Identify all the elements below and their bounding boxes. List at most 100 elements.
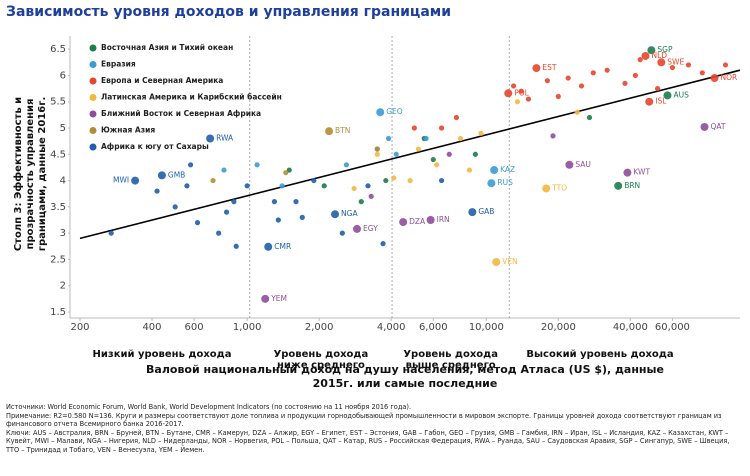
point xyxy=(244,183,250,189)
point xyxy=(279,183,285,189)
point-label: GEO xyxy=(386,107,403,116)
x-axis-label: Валовой национальный доход на душу насел… xyxy=(146,363,664,376)
point-label: GMB xyxy=(168,170,185,179)
point xyxy=(654,85,661,92)
y-tick-label: 3 xyxy=(60,228,66,239)
point xyxy=(669,64,676,71)
point xyxy=(271,199,278,205)
point xyxy=(510,83,517,89)
income-group-label: Высокий уровень дохода xyxy=(526,349,673,360)
point xyxy=(472,151,478,157)
point xyxy=(647,46,656,55)
point xyxy=(275,217,281,223)
point xyxy=(550,133,556,139)
point xyxy=(722,62,729,68)
point xyxy=(457,135,464,142)
point-label: VEN xyxy=(502,257,517,266)
legend-label: Африка к югу от Сахары xyxy=(101,142,209,151)
x-tick-label: 4,000 xyxy=(377,322,406,333)
point xyxy=(187,162,194,168)
point xyxy=(586,114,593,121)
point xyxy=(374,146,380,152)
point xyxy=(407,177,413,184)
point-label: KWT xyxy=(633,168,650,177)
point xyxy=(632,72,638,79)
point xyxy=(391,175,397,181)
trend-line xyxy=(79,69,741,240)
point xyxy=(430,156,436,163)
point xyxy=(339,230,345,236)
point-label: BTN xyxy=(335,126,350,135)
point xyxy=(685,62,692,68)
point xyxy=(478,130,484,136)
legend-label: Евразия xyxy=(101,60,136,69)
legend-marker xyxy=(89,44,97,52)
legend-label: Ближний Восток и Северная Африка xyxy=(101,109,261,118)
point xyxy=(353,224,362,233)
point xyxy=(411,125,417,131)
point xyxy=(699,70,705,76)
point xyxy=(622,80,628,86)
footer: Источники: World Economic Forum, World B… xyxy=(6,403,744,455)
x-tick-label: 1,000 xyxy=(233,322,262,333)
point xyxy=(487,179,496,188)
x-tick-label: 600 xyxy=(185,322,204,333)
point xyxy=(293,199,299,205)
x-tick-label: 200 xyxy=(70,322,89,333)
x-tick-label: 2,000 xyxy=(305,322,334,333)
point xyxy=(468,208,477,217)
point-label: GAB xyxy=(478,207,494,216)
point xyxy=(393,151,399,157)
point xyxy=(645,97,654,106)
point xyxy=(565,75,571,81)
point xyxy=(351,185,357,192)
point-label: EGY xyxy=(363,224,378,233)
point-label: KAZ xyxy=(500,165,515,174)
point xyxy=(700,122,709,131)
point xyxy=(231,199,237,205)
y-axis-label: Столп 3: Эффективность и xyxy=(12,97,24,251)
y-tick-label: 4.5 xyxy=(50,149,66,160)
point xyxy=(385,135,392,142)
point xyxy=(453,114,460,121)
y-axis-label: прозрачность управления xyxy=(25,99,36,250)
income-group-label: Уровень дохода xyxy=(403,349,498,360)
point xyxy=(657,58,666,67)
point xyxy=(216,230,222,236)
point xyxy=(415,146,422,152)
point xyxy=(383,177,389,184)
point xyxy=(325,127,334,136)
point xyxy=(466,167,473,173)
point xyxy=(331,210,340,219)
point-label: ISL xyxy=(655,97,667,106)
point-label: CMR xyxy=(274,242,291,251)
point-label: EST xyxy=(542,63,556,72)
point xyxy=(321,183,327,189)
point xyxy=(154,188,160,194)
point-label: RWA xyxy=(216,134,234,143)
legend-label: Южная Азия xyxy=(101,126,155,135)
keys: Ключи: AUS – Австралия, BRN – Бруней, BT… xyxy=(6,428,730,454)
point-label: NGA xyxy=(341,209,358,218)
point xyxy=(157,171,166,180)
point xyxy=(590,70,596,76)
point xyxy=(641,51,650,60)
point xyxy=(365,183,371,189)
income-group-label: выше среднего xyxy=(406,360,496,371)
x-tick-label: 20,000 xyxy=(541,322,576,333)
point xyxy=(623,168,632,177)
legend-label: Европа и Северная Америка xyxy=(101,76,223,85)
x-tick-label: 6,000 xyxy=(419,322,448,333)
point-label: AUS xyxy=(673,90,689,99)
point-label: SGP xyxy=(657,45,673,54)
point xyxy=(223,209,230,215)
point xyxy=(233,243,239,249)
point xyxy=(555,93,561,100)
point xyxy=(376,108,385,117)
point xyxy=(565,160,574,169)
point xyxy=(343,162,350,168)
point-label: QAT xyxy=(710,122,725,131)
point xyxy=(490,166,499,175)
point xyxy=(194,220,201,226)
